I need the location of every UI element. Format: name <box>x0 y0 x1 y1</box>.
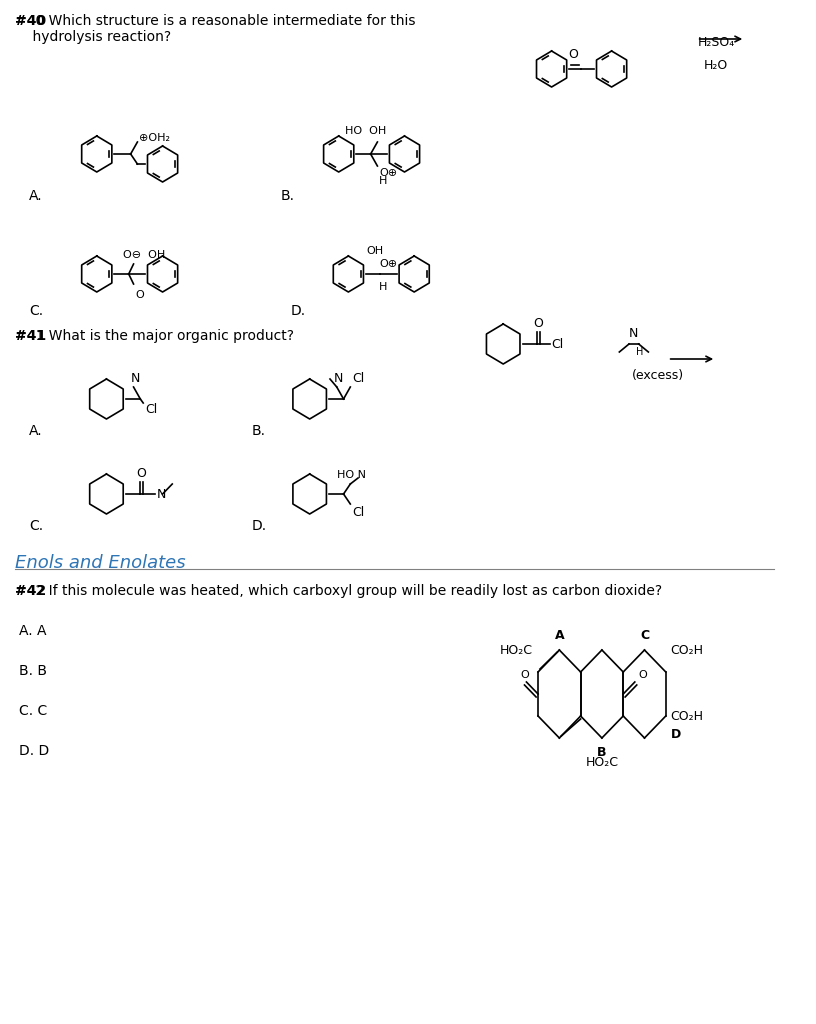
Text: H₂SO₄: H₂SO₄ <box>698 36 734 49</box>
Text: B: B <box>597 746 606 759</box>
Text: Cl: Cl <box>353 506 365 519</box>
Text: CO₂H: CO₂H <box>671 710 703 723</box>
Text: Cl: Cl <box>353 372 365 385</box>
Text: Cl: Cl <box>145 403 157 416</box>
Text: HO₂C: HO₂C <box>500 643 533 656</box>
Text: H: H <box>636 347 643 357</box>
Text: D: D <box>671 728 681 741</box>
Text: O: O <box>135 290 144 300</box>
Text: #42: #42 <box>15 584 46 598</box>
Text: N: N <box>131 372 140 385</box>
Text: O: O <box>136 467 146 480</box>
Text: C: C <box>640 629 649 642</box>
Text: O: O <box>568 48 578 61</box>
Text: N: N <box>334 372 344 385</box>
Text: H₂O: H₂O <box>704 59 728 72</box>
Text: O: O <box>520 670 529 680</box>
Text: O⊕: O⊕ <box>379 259 397 269</box>
Text: H: H <box>379 282 388 292</box>
Text: B.: B. <box>251 424 265 438</box>
Text: A: A <box>555 629 564 642</box>
Text: HO N: HO N <box>337 470 366 480</box>
Text: D.: D. <box>251 519 267 534</box>
Text: O: O <box>533 317 543 330</box>
Text: OH: OH <box>366 246 383 256</box>
Text: O⊖  OH: O⊖ OH <box>123 250 165 260</box>
Text: O⊕: O⊕ <box>379 168 397 178</box>
Text: #40: #40 <box>15 14 46 28</box>
Text: (excess): (excess) <box>632 369 684 382</box>
Text: #41: #41 <box>15 329 46 343</box>
Text: Cl: Cl <box>552 338 564 350</box>
Text: HO  OH: HO OH <box>345 126 387 136</box>
Text: C.: C. <box>29 519 43 534</box>
Text: D.: D. <box>290 304 305 318</box>
Text: N: N <box>629 327 639 340</box>
Text: O: O <box>639 670 647 680</box>
Text: Enols and Enolates: Enols and Enolates <box>15 554 185 572</box>
Text: #41 What is the major organic product?: #41 What is the major organic product? <box>15 329 294 343</box>
Text: A. A: A. A <box>20 624 47 638</box>
Text: HO₂C: HO₂C <box>585 756 619 769</box>
Text: N: N <box>157 487 166 501</box>
Text: C.: C. <box>29 304 43 318</box>
Text: A.: A. <box>29 189 42 203</box>
Text: #42 If this molecule was heated, which carboxyl group will be readily lost as ca: #42 If this molecule was heated, which c… <box>15 584 662 598</box>
Text: B.: B. <box>281 189 295 203</box>
Text: #40 Which structure is a reasonable intermediate for this
    hydrolysis reactio: #40 Which structure is a reasonable inte… <box>15 14 415 44</box>
Text: B. B: B. B <box>20 664 47 678</box>
Text: D. D: D. D <box>20 744 50 758</box>
Text: CO₂H: CO₂H <box>671 643 703 656</box>
Text: ⊕OH₂: ⊕OH₂ <box>140 133 171 143</box>
Text: H: H <box>379 176 388 186</box>
Text: A.: A. <box>29 424 42 438</box>
Text: C. C: C. C <box>20 705 47 718</box>
